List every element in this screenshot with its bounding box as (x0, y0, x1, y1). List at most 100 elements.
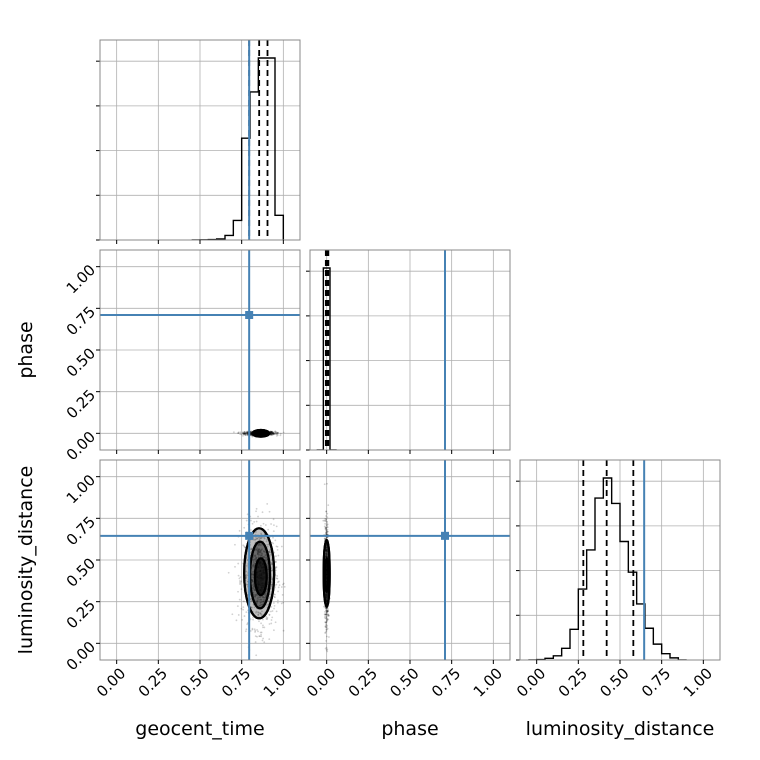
scatter-point (253, 588, 256, 591)
scatter-point (271, 431, 273, 434)
scatter-point (246, 433, 249, 436)
scatter-point (257, 549, 260, 552)
scatter-point (260, 432, 262, 435)
scatter-point (324, 632, 327, 634)
scatter-point (283, 585, 286, 588)
scatter-point (270, 431, 273, 434)
panel-grid (310, 460, 510, 660)
scatter-point (250, 434, 252, 436)
scatter-point (258, 604, 261, 607)
scatter-point (251, 580, 254, 583)
scatter-point (276, 433, 279, 436)
scatter-point (270, 430, 272, 433)
scatter-point (322, 519, 325, 522)
y-tick-label: 0.00 (63, 638, 99, 674)
scatter-point (324, 556, 327, 558)
scatter-point (251, 606, 253, 609)
scatter-point (269, 430, 272, 433)
scatter-point (325, 548, 328, 551)
scatter-point (261, 603, 264, 606)
scatter-point (271, 616, 274, 619)
scatter-point (325, 623, 328, 626)
scatter-point (326, 617, 329, 620)
scatter-point (325, 649, 328, 652)
scatter-point (250, 574, 253, 577)
scatter-point (270, 433, 273, 436)
scatter-point (255, 654, 258, 657)
scatter-point (259, 432, 261, 435)
scatter-point (327, 613, 330, 616)
scatter-point (271, 430, 273, 433)
scatter-point (256, 537, 259, 540)
scatter-point (282, 582, 285, 585)
y-tick-label: 0.75 (63, 303, 99, 339)
scatter-point (275, 566, 278, 569)
scatter-point (272, 432, 274, 435)
scatter-point (258, 543, 261, 546)
scatter-point (275, 433, 277, 435)
scatter-point (325, 546, 328, 549)
scatter-point (244, 546, 247, 549)
scatter-point (325, 519, 327, 522)
scatter-point (325, 596, 328, 599)
scatter-point (234, 543, 236, 546)
panel-grid (310, 250, 510, 451)
scatter-point (325, 610, 328, 613)
scatter-point (252, 564, 255, 566)
scatter-point (254, 635, 257, 637)
scatter-point (264, 524, 267, 526)
scatter-point (242, 432, 245, 435)
scatter-point (263, 626, 266, 629)
scatter-point (324, 647, 327, 650)
scatter-point (272, 542, 275, 545)
scatter-point (325, 548, 328, 550)
x-tick-label: 1.00 (260, 664, 296, 700)
scatter-point (271, 434, 274, 436)
scatter-point (259, 432, 262, 435)
scatter-point (260, 598, 262, 601)
scatter-point (259, 432, 261, 434)
scatter-point (270, 577, 273, 580)
scatter-point (245, 573, 248, 576)
scatter-point (257, 611, 259, 614)
scatter-point (276, 432, 279, 434)
scatter-point (325, 524, 328, 527)
contour-line (243, 527, 276, 620)
scatter-point (326, 546, 328, 549)
scatter-point (276, 601, 279, 604)
scatter-point (325, 628, 328, 631)
scatter-point (325, 517, 328, 520)
scatter-point (266, 587, 269, 590)
scatter-point (261, 432, 263, 434)
scatter-point (323, 525, 326, 528)
scatter-point (276, 548, 279, 551)
scatter-point (257, 613, 260, 616)
x-tick-label: 1.00 (680, 664, 716, 700)
scatter-point (326, 526, 329, 528)
scatter-point (258, 554, 260, 557)
x-tick-label: 0.00 (303, 664, 339, 700)
scatter-point (270, 541, 273, 544)
scatter-point (326, 531, 328, 533)
scatter-point (266, 603, 268, 606)
scatter-point (325, 613, 327, 616)
scatter-point (259, 432, 262, 434)
scatter-point (325, 552, 328, 555)
scatter-point (272, 433, 274, 436)
scatter-point (324, 552, 327, 555)
scatter-point (323, 537, 326, 540)
scatter-point (249, 551, 252, 554)
scatter-point (260, 550, 262, 553)
scatter-point (257, 596, 260, 599)
scatter-point (260, 595, 263, 598)
scatter-point (326, 524, 329, 527)
scatter-point (256, 600, 259, 603)
scatter-point (326, 613, 328, 616)
scatter-point (324, 625, 327, 628)
scatter-point (259, 432, 262, 435)
scatter-point (265, 559, 267, 562)
scatter-point (258, 635, 261, 638)
scatter-point (255, 548, 257, 551)
scatter-point (255, 611, 257, 614)
scatter-point (325, 533, 328, 536)
